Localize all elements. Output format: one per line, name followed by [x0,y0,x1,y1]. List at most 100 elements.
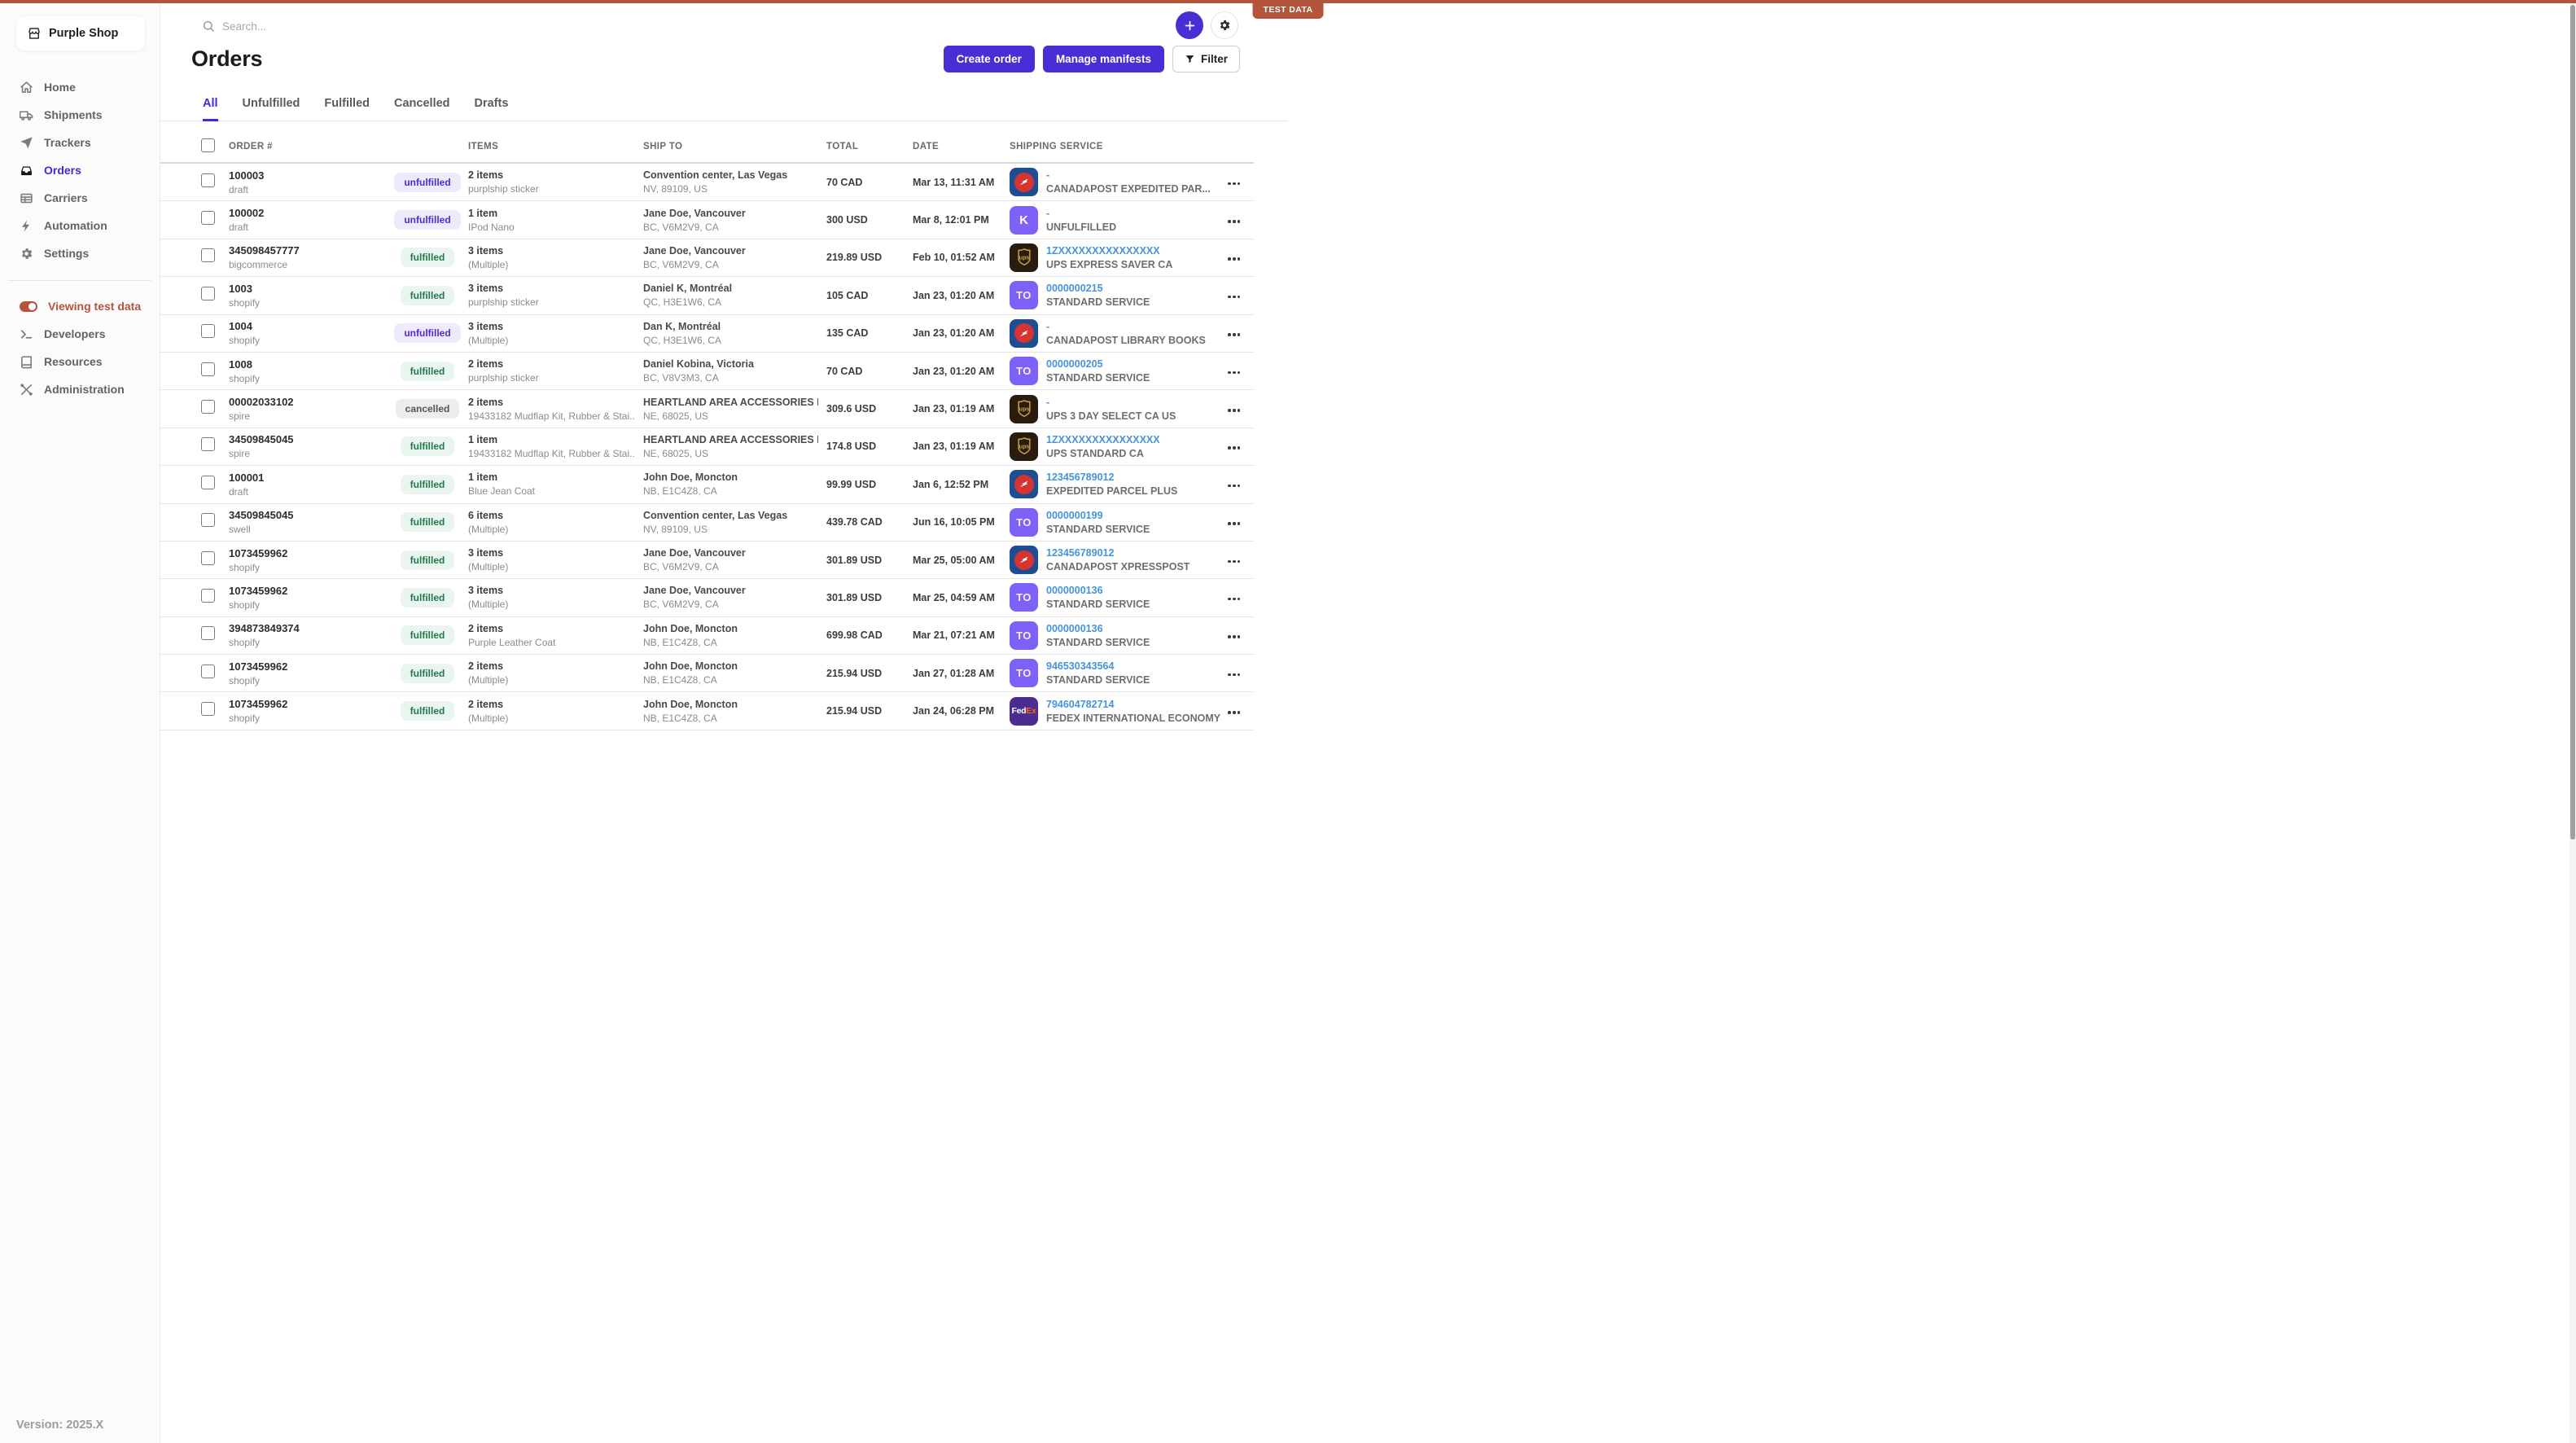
sidebar-item-home[interactable]: Home [0,73,160,101]
order-source: shopify [229,713,261,725]
orders-tabs: All Unfulfilled Fulfilled Cancelled Draf… [160,97,1288,121]
tracking-number-link[interactable]: - [1046,396,1050,408]
sidebar-item-trackers[interactable]: Trackers [0,129,160,156]
status-badge: fulfilled [400,701,455,722]
table-row[interactable]: 1004 shopify unfulfilled 3 items (Multip… [160,315,1254,353]
table-row[interactable]: 1073459962 shopify fulfilled 3 items (Mu… [160,542,1254,580]
order-number: 1073459962 [229,660,288,673]
row-checkbox[interactable] [201,588,215,603]
table-row[interactable]: 345098457777 bigcommerce fulfilled 3 ite… [160,239,1254,278]
tracking-number-link[interactable]: 123456789012 [1046,471,1115,484]
row-actions-button[interactable] [1225,404,1243,417]
row-checkbox[interactable] [201,550,215,565]
tracking-number-link[interactable]: - [1046,320,1050,332]
tracking-number-link[interactable]: 1ZXXXXXXXXXXXXXXX [1046,244,1160,257]
order-source: draft [229,221,249,234]
row-checkbox[interactable] [201,362,215,376]
row-checkbox[interactable] [201,475,215,489]
table-row[interactable]: 100003 draft unfulfilled 2 items purplsh… [160,164,1254,202]
sidebar-item-test-data[interactable]: Viewing test data [0,292,160,320]
table-row[interactable]: 1003 shopify fulfilled 3 items purplship… [160,277,1254,315]
row-checkbox[interactable] [201,286,215,300]
vertical-scrollbar[interactable] [2569,3,2576,1443]
row-actions-button[interactable] [1225,441,1243,454]
table-row[interactable]: 100002 draft unfulfilled 1 item IPod Nan… [160,201,1254,239]
tracking-number-link[interactable]: 0000000199 [1046,509,1103,521]
status-badge: fulfilled [400,625,455,646]
tracking-number-link[interactable]: 0000000205 [1046,358,1103,371]
sidebar-nav: Home Shipments Trackers Orders Carriers … [0,73,160,267]
table-row[interactable]: 00002033102 spire cancelled 2 items 1943… [160,390,1254,428]
table-row[interactable]: 34509845045 spire fulfilled 1 item 19433… [160,428,1254,467]
ship-to-address: NV, 89109, US [643,523,708,535]
select-all-checkbox[interactable] [201,138,215,152]
row-actions-button[interactable] [1225,252,1243,265]
storefront-icon [27,26,42,41]
row-actions-button[interactable] [1225,215,1243,228]
sidebar-item-shipments[interactable]: Shipments [0,101,160,129]
row-checkbox[interactable] [201,324,215,339]
tracking-number-link[interactable]: 1ZXXXXXXXXXXXXXXX [1046,433,1160,445]
tracking-number-link[interactable]: 794604782714 [1046,698,1115,710]
brand-card[interactable]: Purple Shop [16,16,145,50]
row-actions-button[interactable] [1225,706,1243,719]
row-actions-button[interactable] [1225,669,1243,682]
row-checkbox[interactable] [201,664,215,678]
sidebar-item-resources[interactable]: Resources [0,348,160,375]
table-row[interactable]: 1073459962 shopify fulfilled 3 items (Mu… [160,579,1254,617]
items-description: (Multiple) [468,334,509,346]
row-actions-button[interactable] [1225,555,1243,568]
ship-to-address: NB, E1C4Z8, CA [643,674,717,686]
row-checkbox[interactable] [201,513,215,528]
table-row[interactable]: 1008 shopify fulfilled 2 items purplship… [160,353,1254,391]
tracking-number-link[interactable]: 0000000136 [1046,585,1103,597]
row-actions-button[interactable] [1225,328,1243,341]
search-input[interactable] [222,20,564,33]
tab-drafts[interactable]: Drafts [474,97,509,110]
ship-to-address: NB, E1C4Z8, CA [643,712,717,724]
row-checkbox[interactable] [201,248,215,263]
table-row[interactable]: 1073459962 shopify fulfilled 2 items (Mu… [160,655,1254,693]
ups-logo-icon: ups [1010,432,1038,461]
row-actions-button[interactable] [1225,480,1243,493]
row-checkbox[interactable] [201,211,215,226]
tab-all[interactable]: All [203,97,218,121]
row-checkbox[interactable] [201,173,215,187]
tracking-number-link[interactable]: 946530343564 [1046,660,1115,673]
tracking-number-link[interactable]: - [1046,207,1050,219]
row-checkbox[interactable] [201,437,215,452]
row-actions-button[interactable] [1225,366,1243,379]
tracking-number-link[interactable]: 0000000215 [1046,283,1103,295]
row-actions-button[interactable] [1225,517,1243,530]
table-row[interactable]: 1073459962 shopify fulfilled 2 items (Mu… [160,692,1254,730]
row-actions-button[interactable] [1225,178,1243,191]
scrollbar-thumb[interactable] [2570,5,2575,840]
manage-manifests-button[interactable]: Manage manifests [1042,46,1164,72]
sidebar-item-carriers[interactable]: Carriers [0,184,160,212]
tab-cancelled[interactable]: Cancelled [394,97,450,110]
settings-gear-button[interactable] [1211,11,1238,39]
table-row[interactable]: 34509845045 swell fulfilled 6 items (Mul… [160,504,1254,542]
table-row[interactable]: 100001 draft fulfilled 1 item Blue Jean … [160,466,1254,504]
service-name: STANDARD SERVICE [1046,674,1150,686]
row-checkbox[interactable] [201,626,215,641]
tracking-number-link[interactable]: 123456789012 [1046,547,1115,559]
sidebar-item-settings[interactable]: Settings [0,239,160,267]
sidebar-item-developers[interactable]: Developers [0,320,160,348]
table-row[interactable]: 394873849374 shopify fulfilled 2 items P… [160,617,1254,656]
create-new-button[interactable] [1176,11,1203,39]
row-actions-button[interactable] [1225,291,1243,304]
sidebar-item-automation[interactable]: Automation [0,212,160,239]
tracking-number-link[interactable]: - [1046,169,1050,182]
sidebar-item-orders[interactable]: Orders [0,156,160,184]
filter-button[interactable]: Filter [1172,46,1240,72]
row-actions-button[interactable] [1225,630,1243,643]
row-actions-button[interactable] [1225,593,1243,606]
tab-unfulfilled[interactable]: Unfulfilled [242,97,300,110]
sidebar-item-administration[interactable]: Administration [0,375,160,403]
tracking-number-link[interactable]: 0000000136 [1046,622,1103,634]
row-checkbox[interactable] [201,702,215,717]
create-order-button[interactable]: Create order [943,46,1035,72]
row-checkbox[interactable] [201,400,215,414]
tab-fulfilled[interactable]: Fulfilled [324,97,370,110]
